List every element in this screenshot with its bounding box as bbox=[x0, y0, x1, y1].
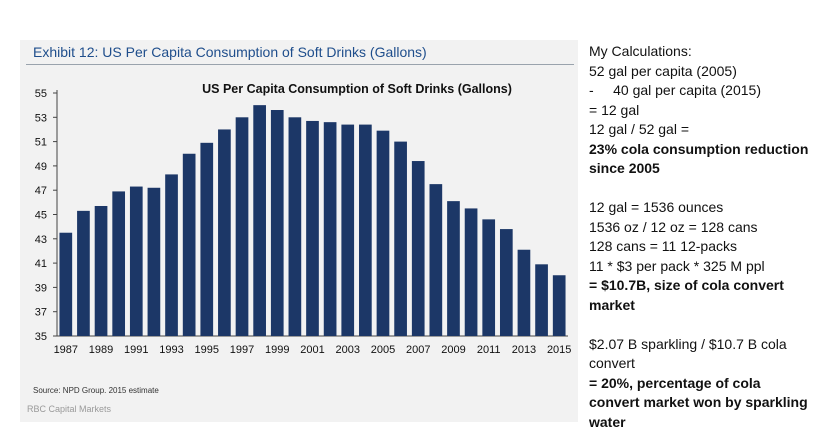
bar-2001 bbox=[306, 121, 319, 336]
bar-2012 bbox=[500, 229, 513, 336]
y-tick-label: 53 bbox=[35, 112, 47, 124]
calc-line: My Calculations: bbox=[589, 42, 815, 62]
y-tick-label: 55 bbox=[35, 88, 47, 100]
bar-2013 bbox=[518, 250, 531, 336]
calc-line: 12 gal / 52 gal = bbox=[589, 120, 815, 140]
x-tick-label: 2007 bbox=[406, 344, 430, 356]
bar-2014 bbox=[535, 264, 548, 336]
calc-line: = 12 gal bbox=[589, 101, 815, 121]
y-tick-label: 39 bbox=[35, 282, 47, 294]
calc-result-line: = $10.7B, size of cola convert market bbox=[589, 276, 815, 315]
bar-1987 bbox=[59, 233, 72, 336]
x-tick-label: 2005 bbox=[371, 344, 395, 356]
y-tick-label: 43 bbox=[35, 234, 47, 246]
bar-2006 bbox=[394, 142, 407, 336]
y-tick-label: 37 bbox=[35, 307, 47, 319]
bar-2005 bbox=[377, 131, 390, 336]
bar-1990 bbox=[112, 191, 125, 336]
chart-source-note: Source: NPD Group. 2015 estimate bbox=[33, 386, 159, 395]
calc-line: - 40 gal per capita (2015) bbox=[589, 81, 815, 101]
bar-2015 bbox=[553, 275, 566, 336]
calc-line: 11 * $3 per pack * 325 M ppl bbox=[589, 257, 815, 277]
calculations-panel: My Calculations:52 gal per capita (2005)… bbox=[589, 42, 815, 432]
x-tick-label: 1991 bbox=[124, 344, 148, 356]
x-tick-label: 2003 bbox=[335, 344, 359, 356]
calc-result-line: 23% cola consumption reduction since 200… bbox=[589, 140, 815, 179]
bar-1988 bbox=[77, 211, 90, 336]
y-tick-label: 45 bbox=[35, 210, 47, 222]
x-tick-label: 1987 bbox=[54, 344, 78, 356]
x-tick-label: 2001 bbox=[300, 344, 324, 356]
bar-1995 bbox=[200, 143, 213, 336]
x-tick-label: 2015 bbox=[547, 344, 571, 356]
bar-2003 bbox=[341, 125, 354, 336]
bar-1996 bbox=[218, 129, 231, 336]
bar-1989 bbox=[95, 206, 108, 336]
calc-line: 1536 oz / 12 oz = 128 cans bbox=[589, 218, 815, 238]
bar-2011 bbox=[482, 219, 495, 336]
x-tick-label: 2013 bbox=[512, 344, 536, 356]
calc-line: 128 cans = 11 12-packs bbox=[589, 237, 815, 257]
bar-2002 bbox=[324, 122, 337, 336]
calc-line: 52 gal per capita (2005) bbox=[589, 62, 815, 82]
bar-2009 bbox=[447, 201, 460, 336]
bar-1998 bbox=[253, 105, 266, 336]
bar-2008 bbox=[430, 184, 443, 336]
bar-1991 bbox=[130, 187, 143, 336]
x-tick-label: 1989 bbox=[89, 344, 113, 356]
y-tick-label: 41 bbox=[35, 258, 47, 270]
bar-1994 bbox=[183, 154, 196, 336]
x-tick-label: 1999 bbox=[265, 344, 289, 356]
y-tick-label: 35 bbox=[35, 331, 47, 343]
bar-1992 bbox=[148, 188, 161, 336]
y-tick-label: 51 bbox=[35, 137, 47, 149]
bar-2007 bbox=[412, 161, 425, 336]
x-tick-label: 2009 bbox=[441, 344, 465, 356]
bar-2004 bbox=[359, 125, 372, 336]
bar-1999 bbox=[271, 110, 284, 336]
calc-spacer bbox=[589, 179, 815, 199]
chart-title: US Per Capita Consumption of Soft Drinks… bbox=[202, 82, 512, 96]
bar-1997 bbox=[236, 117, 249, 336]
bar-1993 bbox=[165, 174, 178, 336]
y-tick-label: 47 bbox=[35, 185, 47, 197]
x-tick-label: 2011 bbox=[477, 344, 501, 356]
footer-brand: RBC Capital Markets bbox=[27, 404, 111, 414]
calc-spacer bbox=[589, 315, 815, 335]
calc-line: $2.07 B sparkling / $10.7 B cola convert bbox=[589, 335, 815, 374]
y-tick-label: 49 bbox=[35, 161, 47, 173]
bar-2010 bbox=[465, 208, 478, 336]
bar-2000 bbox=[289, 117, 302, 336]
x-tick-label: 1997 bbox=[230, 344, 254, 356]
x-tick-label: 1995 bbox=[195, 344, 219, 356]
x-tick-label: 1993 bbox=[159, 344, 183, 356]
calc-result-line: = 20%, percentage of cola convert market… bbox=[589, 374, 815, 432]
calc-line: 12 gal = 1536 ounces bbox=[589, 198, 815, 218]
